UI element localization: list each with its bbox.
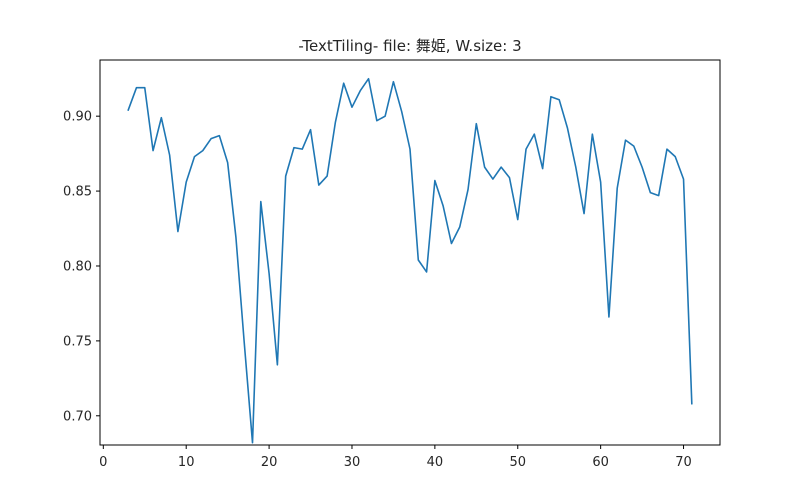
data-point (351, 106, 353, 108)
data-point (641, 166, 643, 168)
data-point (168, 154, 170, 156)
data-point (624, 139, 626, 141)
data-point (243, 341, 245, 343)
data-point (533, 133, 535, 135)
data-point (442, 205, 444, 207)
data-point (517, 218, 519, 220)
data-point (309, 128, 311, 130)
data-point (558, 99, 560, 101)
data-point (508, 176, 510, 178)
data-point (235, 236, 237, 238)
x-tick-label: 30 (344, 455, 361, 470)
plot-frame (99, 59, 721, 446)
data-point (177, 230, 179, 232)
data-point (674, 155, 676, 157)
data-point (384, 115, 386, 117)
data-point (359, 90, 361, 92)
x-axis: 0 10 20 30 40 50 60 70 (99, 445, 692, 470)
y-tick-label: 0.90 (63, 110, 92, 125)
data-point (649, 191, 651, 193)
data-point (450, 242, 452, 244)
data-point (691, 403, 693, 405)
x-tick-label: 60 (592, 455, 609, 470)
data-point (202, 149, 204, 151)
data-point (135, 87, 137, 89)
data-point (566, 127, 568, 129)
data-point (492, 178, 494, 180)
data-point (367, 78, 369, 80)
data-point (226, 161, 228, 163)
data-point (284, 175, 286, 177)
data-point (583, 212, 585, 214)
x-tick-label: 10 (178, 455, 195, 470)
data-point (682, 178, 684, 180)
series-line-0 (127, 77, 693, 444)
data-point (434, 179, 436, 181)
y-tick-label: 0.80 (63, 259, 92, 274)
data-point (276, 364, 278, 366)
data-point (467, 188, 469, 190)
data-point (301, 148, 303, 150)
data-point (334, 121, 336, 123)
chart-title: -TextTiling- file: 舞姫, W.size: 3 (298, 37, 521, 55)
y-axis: 0.70 0.75 0.80 0.85 0.90 (63, 110, 100, 424)
data-point (251, 442, 253, 444)
data-point (218, 134, 220, 136)
data-point (342, 82, 344, 84)
plot-area (127, 77, 693, 444)
data-point (268, 272, 270, 274)
data-point (475, 122, 477, 124)
data-point (392, 81, 394, 83)
y-tick-label: 0.75 (63, 334, 92, 349)
x-tick-label: 40 (427, 455, 444, 470)
data-point (127, 109, 129, 111)
data-point (657, 194, 659, 196)
y-tick-label: 0.70 (63, 409, 92, 424)
y-tick-label: 0.85 (63, 185, 92, 200)
data-point (500, 166, 502, 168)
data-point (144, 87, 146, 89)
data-point (417, 259, 419, 261)
data-point (318, 184, 320, 186)
data-point (550, 96, 552, 98)
data-point (575, 166, 577, 168)
x-tick-label: 50 (509, 455, 526, 470)
data-point (160, 116, 162, 118)
data-point (541, 167, 543, 169)
data-point (210, 137, 212, 139)
data-point (401, 110, 403, 112)
data-point (152, 149, 154, 151)
data-point (425, 271, 427, 273)
data-point (591, 133, 593, 135)
data-point (459, 226, 461, 228)
data-point (525, 148, 527, 150)
data-point (193, 155, 195, 157)
x-tick-label: 0 (99, 455, 107, 470)
data-point (599, 181, 601, 183)
x-tick-label: 20 (261, 455, 278, 470)
x-tick-label: 70 (675, 455, 692, 470)
data-point (608, 316, 610, 318)
data-point (376, 119, 378, 121)
data-point (616, 187, 618, 189)
data-point (483, 166, 485, 168)
data-point (666, 148, 668, 150)
data-point (326, 175, 328, 177)
data-point (293, 146, 295, 148)
data-point (185, 181, 187, 183)
data-point (633, 145, 635, 147)
data-point (260, 200, 262, 202)
data-point (409, 148, 411, 150)
